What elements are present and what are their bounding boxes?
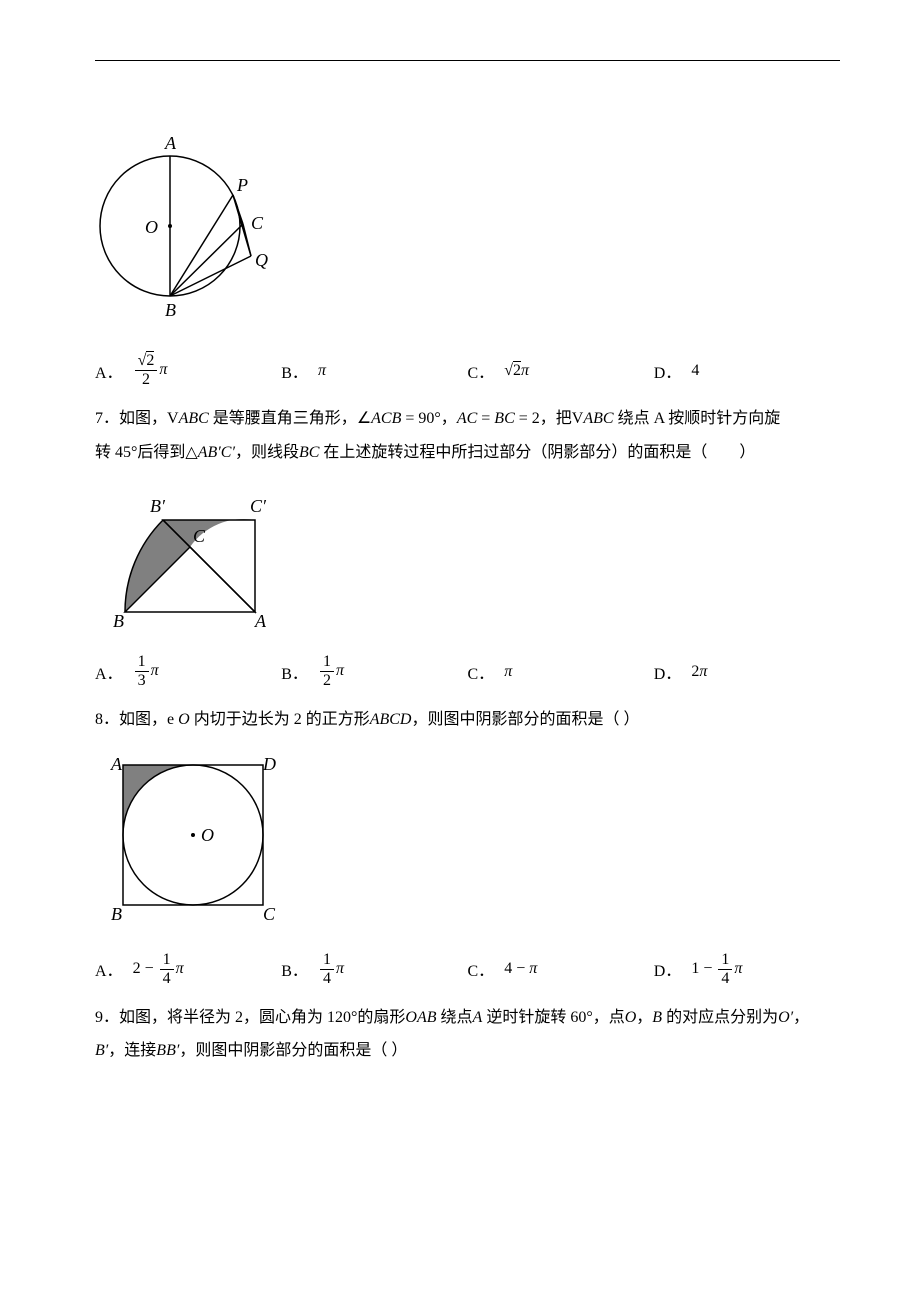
q9-l2c: ，则图中阴影部分的面积是（ ） <box>179 1042 407 1059</box>
q8-prefix: 8．如图， <box>95 711 167 728</box>
options-q6: A． √22π B． π C． √2π D． 4 <box>95 353 840 388</box>
opt-7A: A． 13π <box>95 654 281 689</box>
q7-t4: 绕点 A 按顺时针方向旋 <box>614 410 781 427</box>
opt-7C: C． π <box>468 654 654 689</box>
svg-q7: A B C B′ C′ <box>95 477 295 637</box>
q9-t5: ， <box>793 1009 809 1026</box>
q9-O: O <box>625 1009 637 1026</box>
q9-oab: OAB <box>405 1009 436 1026</box>
opt-6D-math: 4 <box>691 362 699 380</box>
opt-8C: C． 4 − π <box>468 952 654 987</box>
q7-v1: V <box>167 410 179 427</box>
q7-l2c: 在上述旋转过程中所扫过部分（阴影部分）的面积是（ ） <box>319 444 755 461</box>
label-7Bp: B′ <box>150 496 166 516</box>
q7-abc2: ABC <box>583 410 613 427</box>
q9-t3: ， <box>636 1009 652 1026</box>
opt-8D: D． 1 − 14π <box>654 952 840 987</box>
svg-q8: A D B C O <box>95 745 295 935</box>
q7-bc: BC <box>299 444 319 461</box>
label-7Cp: C′ <box>250 496 267 516</box>
label-7B: B <box>113 611 124 631</box>
label-P: P <box>236 175 248 195</box>
figure-q6: A B O P C Q <box>95 111 840 341</box>
q8-abcd: ABCD <box>370 711 412 728</box>
label-8C: C <box>263 904 276 924</box>
opt-7B: B． 12π <box>281 654 467 689</box>
q7-abc1: ABC <box>179 410 209 427</box>
q8-t2: ，则图中阴影部分的面积是（ ） <box>411 711 639 728</box>
opt-6C-math: √2π <box>504 362 529 380</box>
label-O: O <box>145 217 158 237</box>
q7-t3: ，把 <box>540 410 572 427</box>
label-8B: B <box>111 904 122 924</box>
opt-6A: A． √22π <box>95 353 281 388</box>
opt-label-A: A． <box>95 359 123 383</box>
q8-e: e <box>167 711 174 728</box>
label-8D: D <box>262 754 276 774</box>
label-8O: O <box>201 825 214 845</box>
q7-t1: 是等腰直角三角形， <box>209 410 357 427</box>
opt-6C: C． √2π <box>468 353 654 388</box>
top-rule <box>95 60 840 61</box>
q9-t2: 逆时针旋转 60°，点 <box>482 1009 624 1026</box>
q7-l2a: 转 45°后得到 <box>95 444 185 461</box>
figure-q8: A D B C O <box>95 745 840 940</box>
label-8A: A <box>110 754 123 774</box>
q9-A: A <box>473 1009 483 1026</box>
opt-8A: A． 2 − 14π <box>95 952 281 987</box>
label-7C: C <box>193 526 206 546</box>
opt-6D: D． 4 <box>654 353 840 388</box>
q9-l2b: ，连接 <box>108 1042 156 1059</box>
opt-6B: B． π <box>281 353 467 388</box>
figure-q7: A B C B′ C′ <box>95 477 840 642</box>
q7-prefix: 7．如图， <box>95 410 167 427</box>
question-7: 7．如图，VABC 是等腰直角三角形，∠ACB = 90°，AC = BC = … <box>95 402 840 469</box>
q8-t1: 内切于边长为 2 的正方形 <box>190 711 370 728</box>
q9-t4: 的对应点分别为 <box>662 1009 778 1026</box>
q9-prefix: 9．如图，将半径为 2，圆心角为 120°的扇形 <box>95 1009 405 1026</box>
q9-t1: 绕点 <box>437 1009 473 1026</box>
options-q8: A． 2 − 14π B． 14π C． 4 − π D． 1 − 14π <box>95 952 840 987</box>
q7-t2: ， <box>441 410 457 427</box>
q9-Op: O′ <box>778 1009 793 1026</box>
q8-O: O <box>178 711 190 728</box>
label-Q: Q <box>255 250 268 270</box>
opt-6A-math: √22π <box>133 353 168 388</box>
q7-v2: V <box>572 410 584 427</box>
q9-Bp: B′ <box>95 1042 108 1059</box>
opt-6B-math: π <box>318 362 326 380</box>
options-q7: A． 13π B． 12π C． π D． 2π <box>95 654 840 689</box>
opt-7C-math: π <box>504 663 512 681</box>
opt-8B: B． 14π <box>281 952 467 987</box>
question-8: 8．如图，e O 内切于边长为 2 的正方形ABCD，则图中阴影部分的面积是（ … <box>95 703 840 737</box>
q7-l2b: ，则线段 <box>235 444 299 461</box>
label-7A: A <box>254 611 267 631</box>
opt-7D: D． 2π <box>654 654 840 689</box>
label-C: C <box>251 213 264 233</box>
label-A: A <box>164 133 177 153</box>
q9-BBp: BB′ <box>156 1042 179 1059</box>
question-9: 9．如图，将半径为 2，圆心角为 120°的扇形OAB 绕点A 逆时针旋转 60… <box>95 1001 840 1068</box>
page-container: A B O P C Q A． √22π B． π C． √2π D． 4 <box>0 0 920 1302</box>
q9-B: B <box>652 1009 662 1026</box>
label-B: B <box>165 300 176 320</box>
svg-q6: A B O P C Q <box>95 111 290 336</box>
